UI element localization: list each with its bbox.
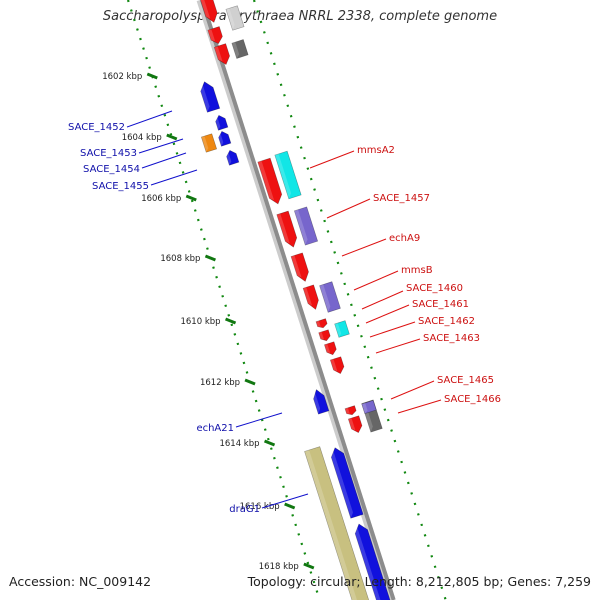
red-gene-arrow[interactable] [276, 210, 299, 249]
red-gene-arrow[interactable] [324, 341, 337, 356]
cyan-feature-block[interactable] [334, 320, 350, 338]
gene-label[interactable]: SACE_1460 [406, 283, 463, 294]
gene-leader-line [365, 304, 410, 324]
kbp-tick-mark [284, 502, 296, 510]
gene-label[interactable]: SACE_1462 [418, 316, 475, 327]
kbp-tick-mark [146, 72, 158, 80]
kbp-tick-mark [166, 133, 178, 141]
gene-leader-line [309, 150, 355, 169]
gene-label[interactable]: echA21 [196, 423, 234, 434]
blue-gene-arrow[interactable] [328, 446, 364, 519]
cyan-feature-block[interactable] [274, 150, 302, 200]
kbp-tick-label: 1604 kbp [122, 133, 162, 143]
purple-feature-block[interactable] [319, 281, 341, 313]
gene-leader-line [150, 169, 198, 186]
olive-feature-block[interactable] [304, 446, 372, 600]
gene-leader-line [126, 110, 173, 128]
gene-label[interactable]: mmsA2 [357, 145, 395, 156]
blue-gene-arrow[interactable] [214, 114, 229, 131]
red-gene-arrow[interactable] [315, 318, 328, 330]
blue-gene-arrow[interactable] [198, 80, 221, 113]
purple-feature-block[interactable] [361, 400, 377, 414]
purple-feature-block[interactable] [293, 206, 319, 246]
kbp-tick-mark [225, 317, 237, 325]
red-gene-arrow[interactable] [290, 252, 311, 283]
blue-gene-arrow[interactable] [311, 388, 330, 415]
gene-label[interactable]: draG1 [229, 504, 260, 515]
kbp-tick-label: 1606 kbp [141, 194, 181, 204]
rings-layer [126, 0, 447, 600]
red-gene-arrow[interactable] [207, 26, 224, 46]
red-gene-arrow[interactable] [257, 157, 284, 206]
kbp-tick-label: 1616 kbp [240, 502, 280, 512]
gene-label[interactable]: SACE_1452 [68, 122, 125, 133]
gene-label[interactable]: SACE_1465 [437, 375, 494, 386]
accession-text: Accession: NC_009142 [9, 574, 152, 589]
gray-feature-block[interactable] [225, 5, 245, 31]
kbp-tick-mark [185, 194, 197, 202]
gene-label[interactable]: SACE_1463 [423, 333, 480, 344]
gene-label[interactable]: SACE_1461 [412, 299, 469, 310]
features-layer [198, 0, 392, 600]
gene-leader-line [397, 399, 442, 414]
gene-label[interactable]: SACE_1453 [80, 148, 137, 159]
labels-layer: 1602 kbp 1604 kbp 1606 kbp 1608 kbp 1610 kbp… [68, 72, 501, 572]
gene-leader-line [341, 238, 387, 257]
gene-label[interactable]: echA9 [389, 233, 420, 244]
topology-text: Topology: circular; Length: 8,212,805 bp… [247, 574, 591, 589]
kbp-tick-label: 1618 kbp [259, 562, 299, 572]
kbp-tick-mark [244, 378, 256, 386]
red-gene-arrow[interactable] [347, 415, 363, 435]
gene-leader-line [361, 290, 404, 310]
kbp-tick-label: 1612 kbp [200, 378, 240, 388]
gene-label[interactable]: SACE_1454 [83, 164, 140, 175]
blue-gene-arrow[interactable] [352, 522, 392, 600]
kbp-tick-mark [303, 562, 315, 570]
gene-leader-line [138, 138, 184, 154]
blue-gene-arrow[interactable] [217, 130, 232, 147]
red-gene-arrow[interactable] [199, 0, 219, 24]
gene-leader-line [353, 270, 399, 291]
red-gene-arrow[interactable] [318, 329, 332, 343]
gene-leader-line [390, 380, 435, 400]
gene-leader-line [375, 338, 421, 354]
kbp-tick-label: 1608 kbp [160, 254, 200, 264]
gene-leader-line [261, 493, 309, 509]
gene-label[interactable]: SACE_1466 [444, 394, 501, 405]
gene-label[interactable]: SACE_1457 [373, 193, 430, 204]
kbp-tick-mark [204, 254, 216, 262]
red-gene-arrow[interactable] [302, 284, 321, 311]
kbp-tick-label: 1610 kbp [180, 317, 220, 327]
gene-leader-line [369, 321, 416, 338]
orange-gene-arrow[interactable] [200, 133, 218, 153]
kbp-tick-label: 1602 kbp [102, 72, 142, 82]
gene-label[interactable]: mmsB [401, 265, 433, 276]
left-tick-ring [126, 0, 321, 600]
gene-label[interactable]: SACE_1455 [92, 181, 149, 192]
kbp-tick-label: 1614 kbp [219, 439, 259, 449]
gray-feature-block[interactable] [231, 39, 249, 59]
backbone [200, 0, 396, 600]
blue-gene-arrow[interactable] [225, 149, 240, 166]
gene-leader-line [326, 198, 371, 219]
red-gene-arrow[interactable] [344, 405, 357, 417]
red-gene-arrow[interactable] [213, 43, 232, 67]
gene-leader-line [235, 412, 283, 428]
red-gene-arrow[interactable] [329, 356, 345, 376]
kbp-tick-mark [263, 439, 276, 447]
gene-leader-line [141, 152, 187, 169]
